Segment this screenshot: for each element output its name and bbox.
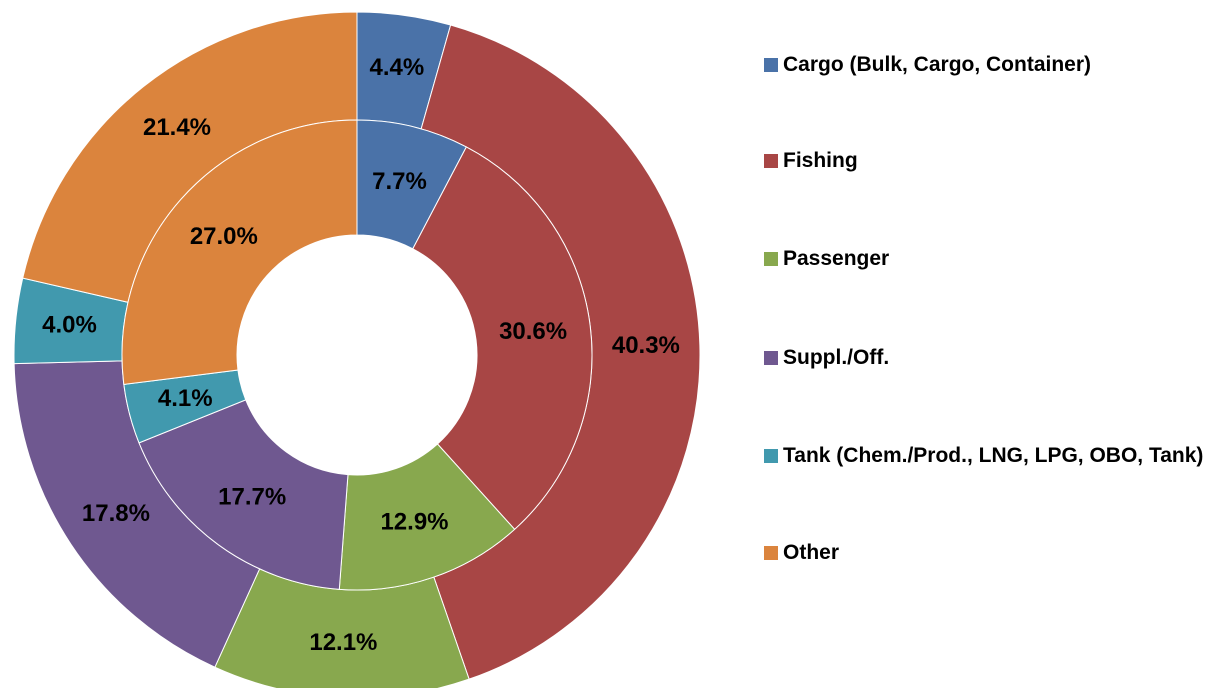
legend-swatch — [764, 58, 778, 72]
data-label: 17.7% — [218, 484, 286, 511]
data-label: 27.0% — [190, 223, 258, 250]
data-label: 12.1% — [309, 629, 377, 656]
legend-label: Cargo (Bulk, Cargo, Container) — [783, 53, 1092, 76]
slice — [412, 146, 593, 531]
legend-label: Tank (Chem./Prod., LNG, LPG, OBO, Tank) — [783, 444, 1204, 467]
legend-label: Passenger — [783, 247, 890, 270]
data-label: 7.7% — [372, 168, 427, 195]
data-label: 4.4% — [369, 54, 424, 81]
legend-swatch — [764, 546, 778, 560]
data-label: 40.3% — [612, 332, 680, 359]
slice — [121, 119, 358, 386]
data-label: 4.0% — [42, 311, 97, 338]
legend-swatch — [764, 351, 778, 365]
legend-item: Other — [764, 537, 1214, 569]
legend-swatch — [764, 449, 778, 463]
legend-swatch — [764, 252, 778, 266]
legend-swatch — [764, 154, 778, 168]
legend-item: Passenger — [764, 243, 1214, 275]
data-label: 4.1% — [158, 385, 213, 412]
data-label: 17.8% — [82, 500, 150, 527]
legend-item: Tank (Chem./Prod., LNG, LPG, OBO, Tank) — [764, 440, 1214, 472]
legend-label: Suppl./Off. — [783, 346, 890, 369]
data-label: 12.9% — [380, 508, 448, 535]
slice — [138, 399, 349, 590]
legend-item: Cargo (Bulk, Cargo, Container) — [764, 49, 1214, 81]
data-label: 30.6% — [499, 318, 567, 345]
data-label: 21.4% — [143, 114, 211, 141]
legend-label: Other — [783, 541, 840, 564]
legend-item: Suppl./Off. — [764, 342, 1214, 374]
legend-label: Fishing — [783, 149, 858, 172]
legend-item: Fishing — [764, 145, 1214, 177]
